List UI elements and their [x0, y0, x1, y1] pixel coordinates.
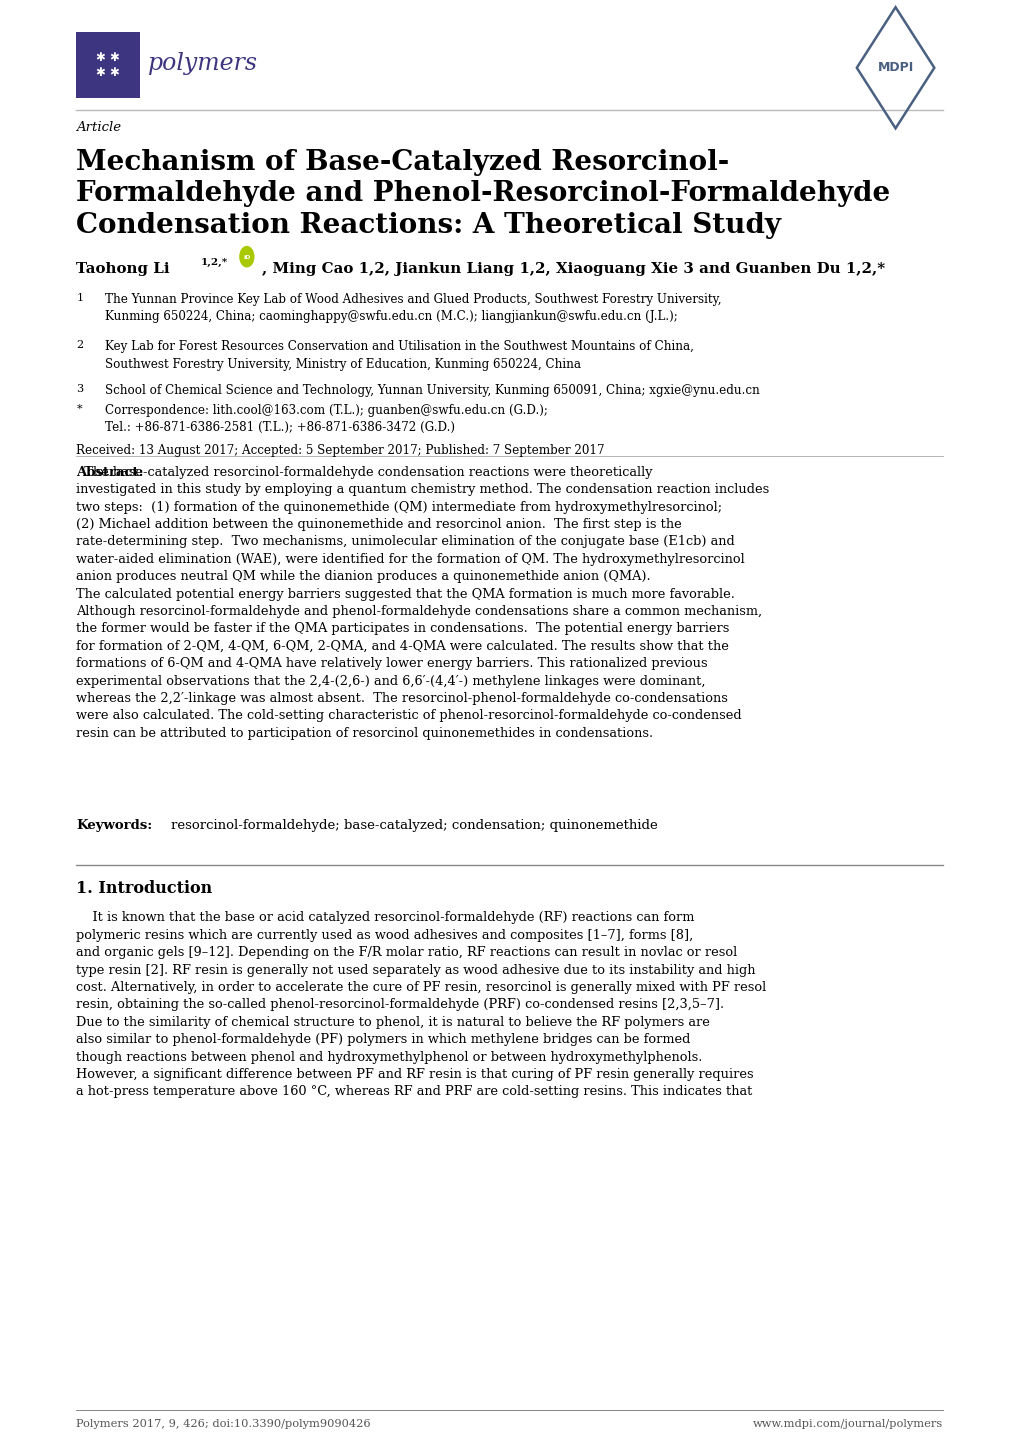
Text: ✱ ✱
✱ ✱: ✱ ✱ ✱ ✱	[96, 50, 120, 79]
Text: www.mdpi.com/journal/polymers: www.mdpi.com/journal/polymers	[752, 1419, 943, 1429]
Text: *: *	[76, 404, 83, 414]
Text: School of Chemical Science and Technology, Yunnan University, Kunming 650091, Ch: School of Chemical Science and Technolog…	[105, 384, 759, 397]
Text: 3: 3	[76, 384, 84, 394]
Text: resorcinol-formaldehyde; base-catalyzed; condensation; quinonemethide: resorcinol-formaldehyde; base-catalyzed;…	[171, 819, 657, 832]
Circle shape	[238, 247, 255, 268]
Text: It is known that the base or acid catalyzed resorcinol-formaldehyde (RF) reactio: It is known that the base or acid cataly…	[76, 911, 766, 1099]
Text: iD: iD	[243, 255, 251, 260]
Text: polymers: polymers	[148, 52, 258, 75]
Text: MDPI: MDPI	[876, 61, 913, 75]
Text: Correspondence: lith.cool@163.com (T.L.); guanben@swfu.edu.cn (G.D.);
Tel.: +86-: Correspondence: lith.cool@163.com (T.L.)…	[105, 404, 547, 434]
Text: Key Lab for Forest Resources Conservation and Utilisation in the Southwest Mount: Key Lab for Forest Resources Conservatio…	[105, 340, 693, 371]
Text: , Ming Cao 1,2, Jiankun Liang 1,2, Xiaoguang Xie 3 and Guanben Du 1,2,*: , Ming Cao 1,2, Jiankun Liang 1,2, Xiaog…	[262, 262, 884, 277]
Text: The Yunnan Province Key Lab of Wood Adhesives and Glued Products, Southwest Fore: The Yunnan Province Key Lab of Wood Adhe…	[105, 293, 720, 323]
Text: 1: 1	[76, 293, 84, 303]
Text: The base-catalyzed resorcinol-formaldehyde condensation reactions were theoretic: The base-catalyzed resorcinol-formaldehy…	[76, 466, 769, 740]
Text: Keywords:: Keywords:	[76, 819, 153, 832]
Text: Article: Article	[76, 121, 121, 134]
Text: Polymers 2017, 9, 426; doi:10.3390/polym9090426: Polymers 2017, 9, 426; doi:10.3390/polym…	[76, 1419, 371, 1429]
Text: 2: 2	[76, 340, 84, 350]
Text: 1,2,*: 1,2,*	[201, 258, 228, 267]
Text: Received: 13 August 2017; Accepted: 5 September 2017; Published: 7 September 201: Received: 13 August 2017; Accepted: 5 Se…	[76, 444, 604, 457]
FancyBboxPatch shape	[76, 32, 140, 98]
Text: 1. Introduction: 1. Introduction	[76, 880, 213, 897]
Text: Taohong Li: Taohong Li	[76, 262, 175, 277]
Text: Mechanism of Base-Catalyzed Resorcinol-
Formaldehyde and Phenol-Resorcinol-Forma: Mechanism of Base-Catalyzed Resorcinol- …	[76, 149, 890, 239]
Text: Abstract:: Abstract:	[76, 466, 144, 479]
